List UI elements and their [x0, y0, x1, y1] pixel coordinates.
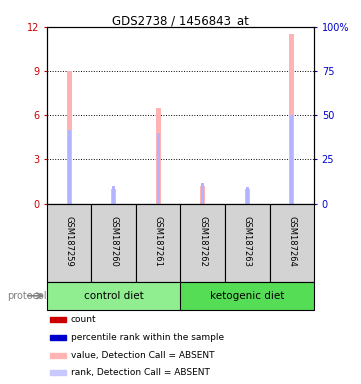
- Text: protocol: protocol: [7, 291, 47, 301]
- Bar: [289, 34, 295, 204]
- Bar: [157, 133, 160, 204]
- Bar: [136, 204, 180, 282]
- Text: GSM187264: GSM187264: [287, 216, 296, 266]
- Bar: [225, 204, 270, 282]
- Bar: [112, 186, 115, 204]
- Text: count: count: [71, 315, 97, 324]
- Bar: [47, 282, 180, 310]
- Text: GSM187263: GSM187263: [243, 216, 252, 267]
- Bar: [49, 317, 66, 322]
- Bar: [49, 370, 66, 375]
- Text: value, Detection Call = ABSENT: value, Detection Call = ABSENT: [71, 351, 214, 359]
- Bar: [91, 204, 136, 282]
- Bar: [245, 189, 250, 204]
- Bar: [66, 71, 72, 204]
- Text: GSM187260: GSM187260: [109, 216, 118, 266]
- Text: control diet: control diet: [84, 291, 144, 301]
- Bar: [49, 335, 66, 340]
- Bar: [180, 204, 225, 282]
- Bar: [270, 204, 314, 282]
- Bar: [47, 204, 91, 282]
- Title: GDS2738 / 1456843_at: GDS2738 / 1456843_at: [112, 14, 249, 27]
- Bar: [68, 130, 71, 204]
- Bar: [156, 108, 161, 204]
- Bar: [180, 282, 314, 310]
- Text: GSM187259: GSM187259: [65, 216, 74, 266]
- Bar: [246, 187, 249, 204]
- Text: rank, Detection Call = ABSENT: rank, Detection Call = ABSENT: [71, 368, 210, 377]
- Bar: [201, 183, 204, 204]
- Bar: [200, 186, 205, 204]
- Text: percentile rank within the sample: percentile rank within the sample: [71, 333, 224, 342]
- Bar: [49, 353, 66, 358]
- Text: GSM187262: GSM187262: [198, 216, 207, 266]
- Bar: [290, 115, 293, 204]
- Text: GSM187261: GSM187261: [154, 216, 163, 266]
- Text: ketogenic diet: ketogenic diet: [210, 291, 284, 301]
- Bar: [111, 189, 116, 204]
